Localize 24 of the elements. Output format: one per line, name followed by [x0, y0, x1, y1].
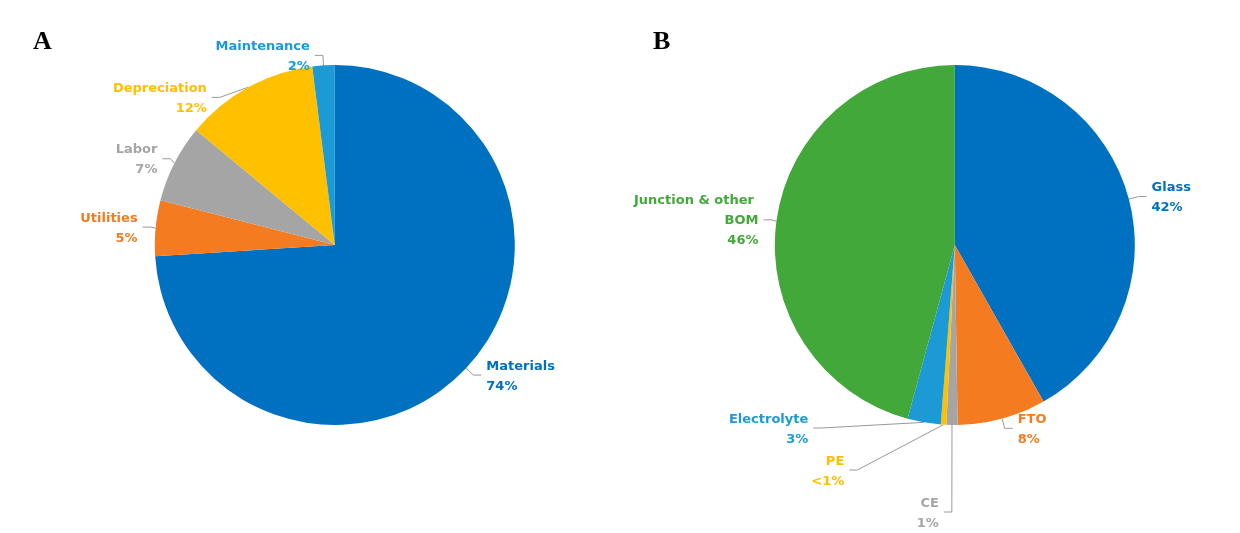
slice-label: PE [825, 452, 845, 468]
data-label: 74% [486, 377, 518, 393]
data-label: 1% [916, 514, 939, 530]
slice-label: Depreciation [112, 79, 207, 95]
slice-label: Maintenance [215, 37, 311, 53]
chart-title: A [33, 25, 52, 55]
data-label: 3% [786, 430, 809, 446]
slice-label: Materials [486, 357, 556, 373]
data-label: <1% [811, 472, 845, 488]
slice-label: Labor [115, 141, 158, 157]
slice-label: Glass [1151, 179, 1192, 195]
data-label: 46% [727, 232, 759, 248]
chart-title: B [653, 25, 671, 55]
data-label: 2% [287, 57, 310, 73]
data-label: 12% [175, 99, 207, 115]
slice-label: CE [920, 494, 939, 510]
slice-label: Junction & other BOM [633, 192, 759, 228]
slice-label: FTO [1017, 410, 1047, 426]
data-label: 42% [1151, 199, 1183, 215]
data-label: 5% [115, 229, 138, 245]
data-label: 8% [1017, 430, 1040, 446]
data-label: 7% [135, 161, 158, 177]
slice-label: Electrolyte [728, 410, 809, 426]
slice-label: Utilities [80, 209, 138, 225]
